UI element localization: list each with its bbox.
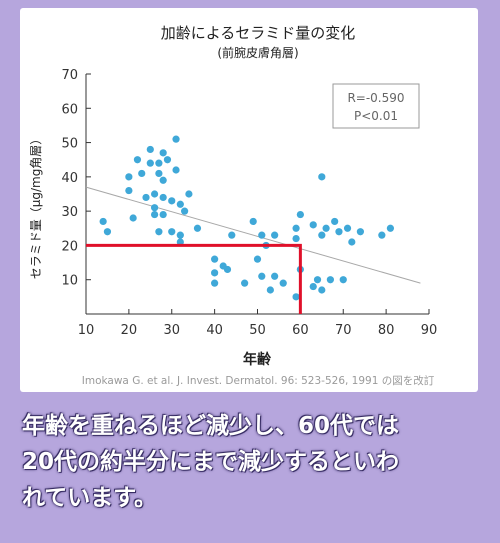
x-tick-label: 80 [378,323,395,338]
x-tick-label: 20 [121,323,138,338]
stats-r-value: R=-0.590 [347,91,404,105]
data-point [309,221,317,229]
x-tick-label: 30 [163,323,180,338]
x-tick-label: 40 [206,323,223,338]
data-point [176,238,184,246]
caption-line-3: れています。 [22,485,158,511]
data-point [172,166,180,174]
data-point [163,156,172,164]
data-point [318,173,326,181]
data-point [103,228,112,236]
data-point [348,238,356,246]
data-point [292,234,300,243]
data-point [146,159,154,167]
data-point [258,272,266,280]
y-tick-label: 70 [61,68,78,83]
data-point [181,207,189,215]
source-note: Imokawa G. et al. J. Invest. Dermatol. 9… [82,374,435,387]
caption-line-1: 年齢を重ねるほど減少し、60代では [22,413,400,439]
data-point [318,286,326,294]
data-point [125,173,133,181]
x-tick-label: 70 [335,323,352,338]
data-point [151,190,159,198]
caption-text: 年齢を重ねるほど減少し、60代では 20代の約半分にまで減少するといわ れていま… [22,408,478,516]
data-point [176,231,184,239]
data-point [168,197,176,205]
data-point [155,159,163,167]
data-point [228,231,236,239]
chart-card: 加齢によるセラミド量の変化 (前腕皮膚角層) セラミド量（μg/mg角層） 年齢… [20,8,478,392]
data-point [159,193,167,202]
data-point [159,176,167,184]
data-point [249,217,257,226]
data-point [223,265,232,274]
data-point [318,231,326,239]
data-point [279,279,287,287]
data-point [313,276,322,284]
y-tick-label: 40 [61,171,78,186]
data-point [159,149,167,157]
data-point [309,282,317,291]
data-point [211,255,219,263]
highlight-line [86,243,302,314]
x-tick-label: 10 [78,323,95,338]
x-axis-label: 年齢 [243,351,272,368]
chart-subtitle: (前腕皮膚角層) [217,45,298,60]
data-point [322,224,330,232]
data-point [241,279,249,287]
data-point [193,224,202,232]
data-point [356,228,364,236]
data-point [335,228,343,236]
data-point [168,228,176,236]
x-tick-label: 90 [421,323,438,338]
data-point [155,169,163,178]
x-tick-label: 50 [249,323,266,338]
data-point [211,269,219,277]
stats-p-value: P<0.01 [354,109,398,123]
data-point [133,156,142,164]
data-point [296,210,304,219]
data-point [155,228,163,236]
chart-title: 加齢によるセラミド量の変化 [161,24,356,42]
data-point [378,231,386,239]
stats-box: R=-0.590 P<0.01 [332,83,420,129]
y-tick-label: 50 [61,137,78,152]
data-point [292,224,300,232]
data-point [99,217,107,226]
data-point [129,214,137,222]
x-tick-label: 60 [292,323,309,338]
data-point [266,286,274,294]
data-point [151,210,159,219]
data-point [271,272,279,280]
data-point [386,224,395,232]
data-point [159,210,167,219]
data-point [258,231,266,239]
data-point [211,279,219,287]
data-point [271,231,279,239]
data-point [326,276,334,284]
data-point [125,186,133,195]
y-tick-label: 30 [61,205,78,220]
data-point [138,169,146,178]
data-point [292,293,300,301]
data-point [253,255,262,263]
data-point [331,217,339,226]
data-point [343,224,352,232]
scatter-chart: 加齢によるセラミド量の変化 (前腕皮膚角層) セラミド量（μg/mg角層） 年齢… [29,24,438,387]
data-point [146,145,154,154]
data-point [151,204,159,212]
data-point [176,200,184,208]
y-tick-label: 60 [61,102,78,117]
data-point [142,193,150,202]
y-tick-label: 10 [61,274,78,289]
trend-line [85,186,421,284]
data-point [339,276,347,284]
data-point [185,190,193,198]
y-tick-label: 20 [61,239,78,254]
caption-line-2: 20代の約半分にまで減少するといわ [22,449,400,475]
data-point [172,135,180,143]
y-axis-label: セラミド量（μg/mg角層） [29,133,43,280]
